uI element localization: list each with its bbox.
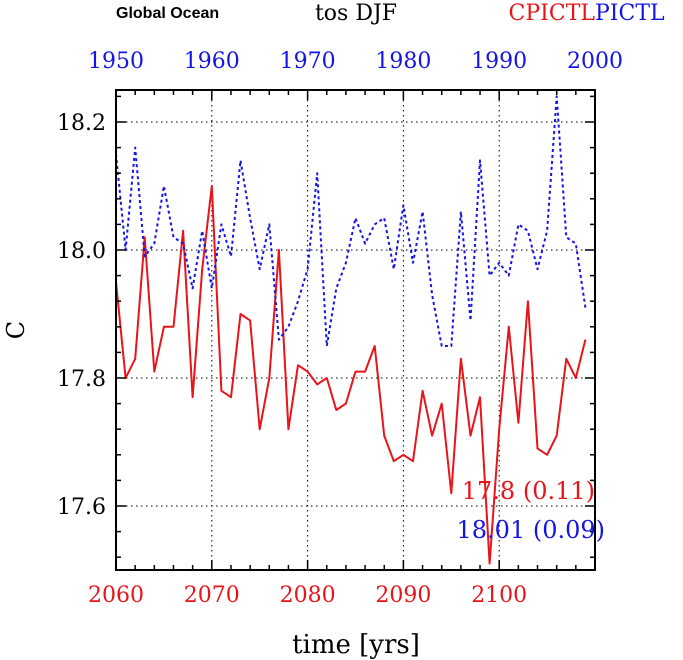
x-tick-label-bottom: 2070 <box>184 583 240 608</box>
tick-labels: 2060 2070 2080 2090 2100 1950 1960 1970 1980 1990… <box>57 49 623 608</box>
x-axis-label: time [yrs] <box>292 630 420 660</box>
y-tick-label: 18.2 <box>57 111 106 136</box>
x-tick-label-bottom: 2080 <box>280 583 336 608</box>
series-line-pictl <box>115 95 587 347</box>
x-tick-label-top: 1970 <box>280 49 336 74</box>
x-tick-label-top: 1960 <box>184 49 240 74</box>
x-tick-label-top: 1950 <box>88 49 144 74</box>
x-tick-label-bottom: 2100 <box>471 583 527 608</box>
x-tick-label-bottom: 2090 <box>375 583 431 608</box>
stat-cpictl: 17.8 (0.11) <box>462 477 595 505</box>
x-tick-label-top: 1980 <box>375 49 431 74</box>
region-label: Global Ocean <box>116 5 219 22</box>
y-tick-label: 17.6 <box>57 495 106 520</box>
stat-pictl: 18.01 (0.09) <box>457 516 606 544</box>
series-lines <box>115 95 587 565</box>
y-tick-label: 17.8 <box>57 367 106 392</box>
grid-lines <box>116 90 595 570</box>
legend-pictl: PICTL <box>595 1 665 26</box>
chart-title: tos DJF <box>315 1 397 26</box>
series-line-cpictl <box>115 185 587 565</box>
plot-frame <box>115 89 596 571</box>
x-tick-label-top: 1990 <box>471 49 527 74</box>
x-tick-label-bottom: 2060 <box>88 583 144 608</box>
y-axis-label: C <box>2 321 30 339</box>
y-tick-label: 18.0 <box>57 239 106 264</box>
x-tick-label-top: 2000 <box>567 49 623 74</box>
legend-cpictl: CPICTL <box>509 1 596 26</box>
